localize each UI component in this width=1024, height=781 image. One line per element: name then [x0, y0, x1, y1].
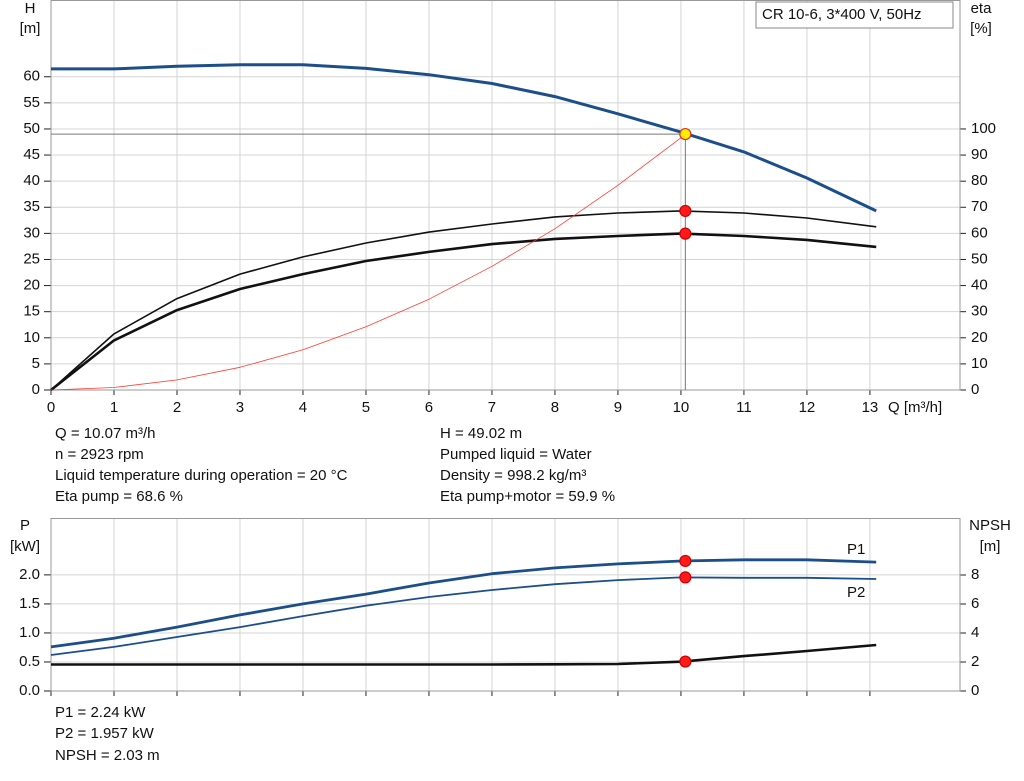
- curve: [50, 576, 877, 656]
- y-axis-label: P: [20, 517, 30, 534]
- curve: [50, 558, 877, 649]
- y2-tick-label: 0: [971, 682, 979, 699]
- operating-point: [679, 227, 692, 240]
- y2-axis-label: eta: [971, 0, 993, 17]
- y-tick-label: 40: [23, 172, 40, 189]
- x-tick-label: 11: [736, 399, 752, 416]
- y-tick-label: 0.0: [19, 682, 40, 699]
- y2-axis-unit: [%]: [970, 20, 992, 37]
- y2-axis-label: NPSH: [969, 517, 1011, 534]
- info-text: Liquid temperature during operation = 20…: [55, 467, 348, 484]
- info-text: NPSH = 2.03 m: [55, 747, 160, 764]
- y-axis-label: H: [25, 0, 36, 17]
- y-tick-label: 15: [23, 303, 40, 320]
- y2-tick-label: 4: [971, 624, 979, 641]
- y-tick-label: 25: [23, 250, 40, 267]
- curve-label: P2: [847, 584, 865, 601]
- y2-tick-label: 2: [971, 653, 979, 670]
- curve-label: P1: [847, 541, 865, 558]
- info-text: P1 = 2.24 kW: [55, 704, 146, 721]
- y-tick-label: 45: [23, 146, 40, 163]
- y2-tick-label: 30: [971, 303, 988, 320]
- y2-tick-label: 90: [971, 146, 988, 163]
- operating-point: [679, 204, 692, 218]
- y-tick-label: 0: [32, 381, 40, 398]
- operating-point: [679, 571, 692, 584]
- y2-tick-label: 0: [971, 381, 979, 398]
- curve: [50, 133, 686, 391]
- y-tick-label: 50: [23, 120, 40, 137]
- y2-tick-label: 40: [971, 277, 988, 294]
- marker-layer: P1 P2: [679, 127, 865, 668]
- info-text: Pumped liquid = Water: [440, 446, 592, 463]
- y-tick-label: 30: [23, 224, 40, 241]
- y2-tick-label: 80: [971, 172, 988, 189]
- info-text: P2 = 1.957 kW: [55, 725, 155, 742]
- y-axis-unit: [kW]: [10, 538, 40, 555]
- x-tick-label: 1: [110, 399, 118, 416]
- y-tick-label: 20: [23, 277, 40, 294]
- y2-tick-label: 100: [971, 120, 996, 137]
- info-text: Eta pump+motor = 59.9 %: [440, 488, 615, 505]
- y2-tick-label: 10: [971, 355, 988, 372]
- operating-point: [679, 655, 692, 668]
- title-box: [755, 1, 954, 29]
- y2-tick-label: 70: [971, 198, 988, 215]
- x-axis-label: Q [m³/h]: [888, 399, 942, 416]
- y2-tick-label: 8: [971, 566, 979, 583]
- y-tick-label: 10: [23, 329, 40, 346]
- x-tick-label: 3: [236, 399, 244, 416]
- y-tick-label: 60: [23, 68, 40, 85]
- x-tick-label: 7: [488, 399, 496, 416]
- y2-tick-label: 6: [971, 595, 979, 612]
- x-tick-label: 0: [47, 399, 55, 416]
- curve: [51, 63, 877, 213]
- x-tick-label: 13: [862, 399, 879, 416]
- operating-info: Q = 10.07 m³/h n = 2923 rpm Liquid tempe…: [55, 425, 615, 764]
- x-tick-label: 6: [425, 399, 433, 416]
- plot-frame: [50, 518, 961, 692]
- y-tick-label: 55: [23, 94, 40, 111]
- info-text: Q = 10.07 m³/h: [55, 425, 155, 442]
- y-tick-label: 5: [32, 355, 40, 372]
- y-axis-unit: [m]: [20, 20, 41, 37]
- x-tick-label: 10: [673, 399, 690, 416]
- curve-layer: [50, 63, 877, 666]
- y2-tick-label: 50: [971, 250, 988, 267]
- operating-point: [679, 554, 692, 568]
- y-tick-label: 0.5: [19, 653, 40, 670]
- x-tick-label: 8: [551, 399, 559, 416]
- plot-frame: [50, 0, 961, 391]
- x-tick-label: 5: [362, 399, 370, 416]
- y2-tick-label: 20: [971, 329, 988, 346]
- info-text: H = 49.02 m: [440, 425, 522, 442]
- x-tick-label: 9: [614, 399, 622, 416]
- operating-point: [679, 127, 692, 141]
- y2-tick-label: 60: [971, 224, 988, 241]
- y-tick-label: 35: [23, 198, 40, 215]
- info-text: n = 2923 rpm: [55, 446, 144, 463]
- x-tick-label: 2: [173, 399, 181, 416]
- curve: [50, 210, 877, 391]
- y-tick-label: 1.5: [19, 595, 40, 612]
- info-text: Eta pump = 68.6 %: [55, 488, 183, 505]
- x-tick-label: 4: [299, 399, 307, 416]
- chart-title: CR 10-6, 3*400 V, 50Hz: [762, 6, 922, 23]
- curve: [51, 643, 877, 666]
- x-tick-label: 12: [799, 399, 816, 416]
- y-tick-label: 2.0: [19, 566, 40, 583]
- info-text: Density = 998.2 kg/m³: [440, 467, 586, 484]
- y2-axis-unit: [m]: [980, 538, 1001, 555]
- curve: [50, 232, 877, 392]
- y-tick-label: 1.0: [19, 624, 40, 641]
